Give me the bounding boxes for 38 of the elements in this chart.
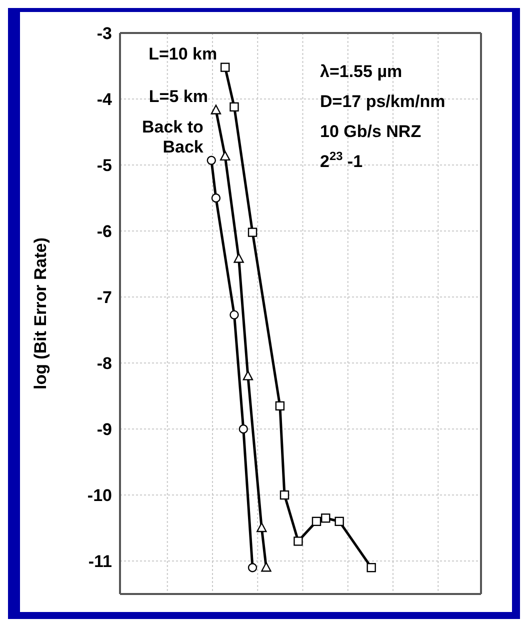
point [248,563,258,572]
point [312,516,322,526]
y-tick-label: -4 [96,90,113,110]
point [206,156,216,165]
point [248,228,258,237]
y-tick-label: -6 [96,222,112,242]
point [220,62,230,72]
point [211,193,221,203]
y-tick-label: -8 [96,354,112,374]
series-label: L=10 km [148,44,218,64]
point [366,563,376,572]
series-label: Back to Back [142,117,204,156]
annotation: D=17 ps/km/nm [320,92,446,111]
annotation: λ=1.55 µm [320,62,402,81]
series-label: L=5 km [148,87,208,106]
point [230,102,239,112]
y-tick-label: -10 [87,486,112,506]
y-axis-title: log (Bit Error Rate) [31,237,50,390]
point [280,490,290,500]
y-tick-label: -11 [88,552,112,572]
point [238,424,248,434]
y-tick-label: -9 [96,420,112,440]
point [321,514,330,523]
point [234,253,244,263]
point [294,536,303,546]
point [261,562,272,572]
point [210,104,222,114]
y-tick-label: -5 [96,156,112,176]
y-tick-label: -7 [96,288,112,308]
point [275,401,285,410]
annotation: 10 Gb/s NRZ [320,122,422,141]
annotation: 2$^{23}$ -1 [320,149,363,171]
point [334,516,344,526]
point [230,310,239,320]
point [220,150,230,161]
point [242,370,254,380]
y-tick-label: -3 [96,24,112,44]
point [256,522,267,532]
